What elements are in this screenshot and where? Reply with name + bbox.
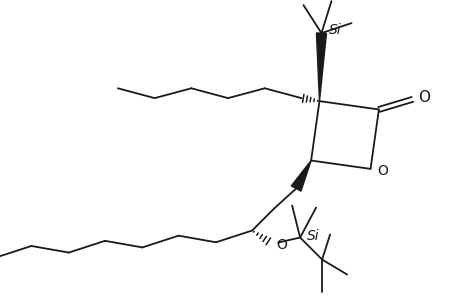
Polygon shape — [316, 33, 326, 101]
Text: Si: Si — [329, 23, 341, 37]
Text: O: O — [276, 238, 287, 251]
Text: Si: Si — [306, 229, 319, 242]
Polygon shape — [291, 160, 310, 191]
Text: O: O — [418, 90, 430, 105]
Text: O: O — [376, 164, 387, 178]
